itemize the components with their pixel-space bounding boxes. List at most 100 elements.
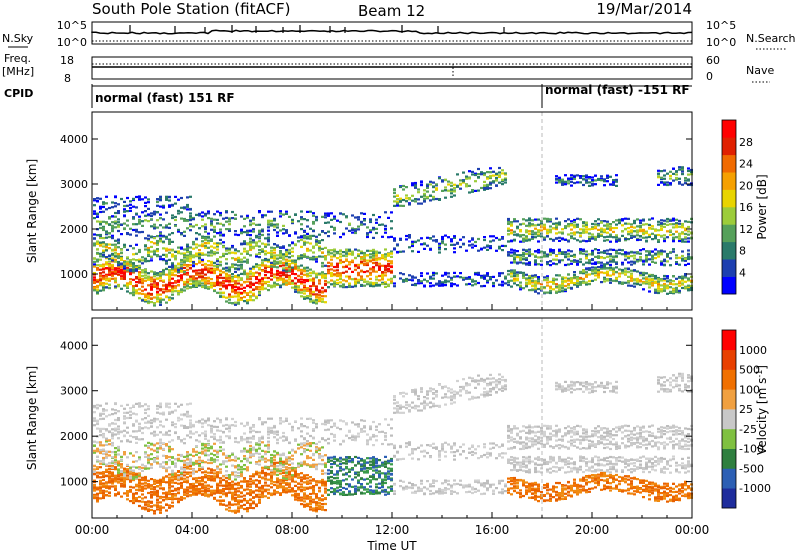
echo-cell — [186, 256, 189, 259]
echo-cell — [111, 230, 114, 233]
echo-cell — [225, 269, 228, 272]
echo-cell — [411, 244, 414, 248]
echo-cell — [618, 218, 621, 221]
echo-cell — [153, 210, 156, 213]
echo-cell — [171, 204, 174, 207]
echo-cell — [111, 461, 114, 464]
echo-cell — [561, 284, 564, 287]
echo-cell — [492, 174, 495, 177]
echo-cell — [141, 224, 144, 227]
echo-cell — [222, 252, 225, 255]
echo-cell — [627, 275, 630, 278]
echo-cell — [276, 279, 279, 282]
echo-cell — [672, 290, 675, 294]
echo-cell — [216, 275, 219, 278]
echo-cell — [231, 264, 234, 267]
echo-cell — [522, 253, 525, 256]
echo-cell — [330, 225, 333, 228]
echo-cell — [414, 183, 417, 186]
echo-cell — [198, 233, 201, 236]
echo-cell — [312, 282, 315, 286]
echo-cell — [345, 275, 348, 278]
echo-cell — [528, 250, 531, 253]
echo-cell — [300, 264, 303, 267]
echo-cell — [117, 254, 120, 258]
echo-cell — [108, 254, 111, 257]
echo-cell — [273, 254, 276, 257]
echo-cell — [195, 232, 198, 235]
echo-cell — [516, 277, 519, 280]
echo-cell — [375, 227, 378, 230]
echo-cell — [531, 219, 534, 222]
echo-cell — [687, 278, 690, 281]
echo-cell — [144, 293, 147, 296]
echo-cell — [258, 256, 261, 259]
echo-cell — [423, 247, 426, 250]
echo-cell — [258, 293, 261, 297]
echo-cell — [105, 402, 108, 405]
echo-cell — [663, 237, 666, 241]
echo-cell — [186, 205, 189, 208]
echo-cell — [543, 276, 546, 279]
echo-cell — [630, 230, 633, 233]
echo-cell — [525, 237, 528, 240]
echo-cell — [615, 234, 618, 237]
echo-cell — [252, 222, 255, 225]
echo-cell — [318, 247, 321, 250]
echo-cell — [159, 232, 162, 235]
echo-cell — [381, 264, 384, 267]
echo-cell — [546, 275, 549, 278]
echo-cell — [369, 218, 372, 221]
echo-cell — [576, 277, 579, 280]
echo-cell — [537, 230, 540, 233]
echo-cell — [564, 180, 567, 183]
echo-cell — [648, 235, 651, 239]
echo-cell — [372, 236, 375, 239]
echo-cell — [525, 235, 528, 238]
echo-cell — [429, 285, 432, 288]
echo-cell — [300, 272, 303, 275]
echo-cell — [213, 246, 216, 249]
echo-cell — [435, 240, 438, 243]
echo-cell — [108, 477, 111, 480]
echo-cell — [186, 273, 189, 276]
echo-cell — [351, 270, 354, 273]
echo-cell — [345, 252, 348, 255]
echo-cell — [687, 237, 690, 240]
echo-cell — [687, 240, 690, 243]
echo-cell — [681, 224, 684, 227]
echo-cell — [345, 248, 348, 252]
echo-cell — [135, 195, 138, 199]
echo-cell — [234, 267, 237, 270]
echo-cell — [357, 266, 360, 269]
echo-cell — [426, 244, 429, 247]
echo-cell — [534, 280, 537, 283]
echo-cell — [573, 283, 576, 286]
echo-cell — [519, 258, 522, 261]
echo-cell — [360, 220, 363, 223]
echo-cell — [462, 242, 465, 245]
echo-cell — [495, 236, 498, 240]
echo-cell — [600, 221, 603, 224]
echo-cell — [555, 224, 558, 227]
echo-cell — [261, 282, 264, 285]
echo-cell — [129, 471, 132, 474]
echo-cell — [201, 279, 204, 282]
echo-cell — [102, 448, 105, 451]
echo-cell — [687, 230, 690, 233]
echo-cell — [111, 226, 114, 229]
echo-cell — [156, 198, 159, 201]
echo-cell — [129, 410, 132, 413]
echo-cell — [267, 223, 270, 226]
echo-cell — [519, 271, 522, 274]
echo-cell — [93, 289, 96, 292]
echo-cell — [612, 260, 615, 263]
echo-cell — [99, 277, 102, 281]
echo-cell — [561, 237, 564, 240]
echo-cell — [141, 269, 144, 272]
echo-cell — [603, 249, 606, 253]
echo-cell — [603, 256, 606, 260]
echo-cell — [261, 230, 264, 233]
echo-cell — [621, 218, 624, 221]
echo-cell — [375, 278, 378, 281]
